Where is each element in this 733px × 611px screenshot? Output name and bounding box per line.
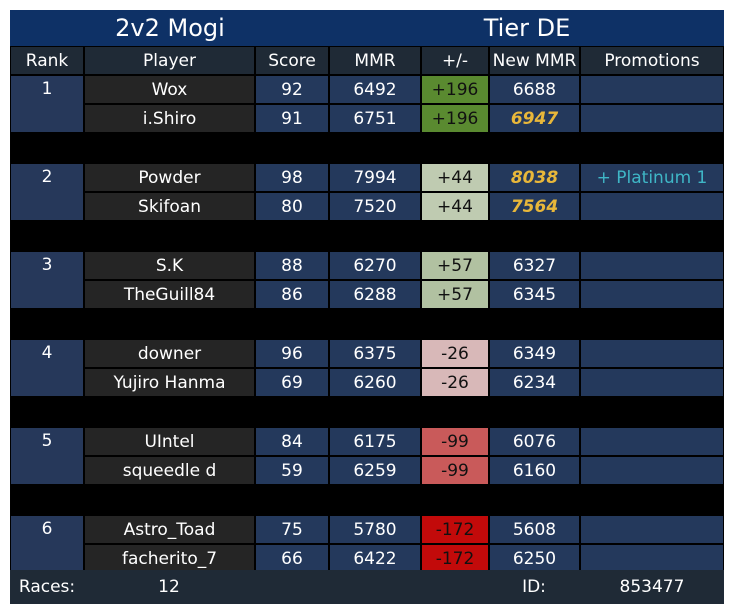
mmr-delta: -172 [421,515,489,544]
player-score: 91 [255,104,329,133]
races-value: 12 [158,577,180,597]
mmr-delta: +44 [421,192,489,221]
player-name: Powder [84,163,255,192]
player-promotion [580,368,724,397]
player-promotion [580,515,724,544]
player-name: downer [84,339,255,368]
player-new-mmr: 6076 [489,427,580,456]
player-mmr: 5780 [329,515,421,544]
player-new-mmr: 6327 [489,251,580,280]
player-score: 66 [255,544,329,573]
player-new-mmr: 6947 [489,104,580,133]
player-promotion [580,251,724,280]
player-score: 69 [255,368,329,397]
player-new-mmr: 6688 [489,75,580,104]
player-score: 92 [255,75,329,104]
player-name: facherito_7 [84,544,255,573]
player-mmr: 6375 [329,339,421,368]
match-id-label: ID: [522,577,546,597]
player-score: 84 [255,427,329,456]
player-score: 86 [255,280,329,309]
match-id-value: 853477 [619,577,685,597]
player-name: UIntel [84,427,255,456]
header-new-mmr: New MMR [489,46,580,75]
player-new-mmr: 6345 [489,280,580,309]
player-new-mmr: 6250 [489,544,580,573]
mmr-delta: +44 [421,163,489,192]
player-mmr: 6260 [329,368,421,397]
player-score: 75 [255,515,329,544]
mmr-delta: +57 [421,280,489,309]
player-score: 88 [255,251,329,280]
header-player: Player [84,46,255,75]
player-score: 59 [255,456,329,485]
mmr-delta: -26 [421,339,489,368]
table-title-mode: 2v2 Mogi [10,10,330,46]
table-title-tier: Tier DE [330,10,724,46]
player-promotion [580,456,724,485]
mmr-delta: +57 [421,251,489,280]
team-rank: 5 [10,427,84,485]
player-promotion [580,104,724,133]
player-name: i.Shiro [84,104,255,133]
player-promotion [580,427,724,456]
footer-bar [10,570,724,604]
header-mmr: MMR [329,46,421,75]
player-mmr: 7994 [329,163,421,192]
mmr-delta: -26 [421,368,489,397]
player-mmr: 6492 [329,75,421,104]
team-rank: 4 [10,339,84,397]
mmr-delta: +196 [421,104,489,133]
player-mmr: 6422 [329,544,421,573]
races-label: Races: [18,577,76,597]
player-new-mmr: 8038 [489,163,580,192]
player-promotion [580,544,724,573]
team-rank: 2 [10,163,84,221]
player-mmr: 6270 [329,251,421,280]
player-mmr: 6751 [329,104,421,133]
player-mmr: 6288 [329,280,421,309]
player-promotion [580,75,724,104]
team-rank: 3 [10,251,84,309]
team-rank: 1 [10,75,84,133]
team-rank: 6 [10,515,84,573]
player-score: 96 [255,339,329,368]
header-delta: +/- [421,46,489,75]
player-mmr: 6259 [329,456,421,485]
results-table: 2v2 Mogi Tier DE Rank Player Score MMR +/- Ne… [10,10,724,604]
player-promotion [580,339,724,368]
player-new-mmr: 6160 [489,456,580,485]
mmr-delta: -99 [421,456,489,485]
player-score: 98 [255,163,329,192]
player-name: Yujiro Hanma [84,368,255,397]
header-rank: Rank [10,46,84,75]
player-name: TheGuill84 [84,280,255,309]
header-promotions: Promotions [580,46,724,75]
player-new-mmr: 6349 [489,339,580,368]
player-promotion [580,280,724,309]
mmr-delta: +196 [421,75,489,104]
player-score: 80 [255,192,329,221]
mmr-delta: -172 [421,544,489,573]
player-new-mmr: 5608 [489,515,580,544]
player-promotion: + Platinum 1 [580,163,724,192]
player-new-mmr: 6234 [489,368,580,397]
player-name: S.K [84,251,255,280]
header-score: Score [255,46,329,75]
player-name: squeedle d [84,456,255,485]
player-promotion [580,192,724,221]
player-name: Wox [84,75,255,104]
player-new-mmr: 7564 [489,192,580,221]
player-name: Skifoan [84,192,255,221]
player-name: Astro_Toad [84,515,255,544]
mmr-delta: -99 [421,427,489,456]
player-mmr: 7520 [329,192,421,221]
player-mmr: 6175 [329,427,421,456]
